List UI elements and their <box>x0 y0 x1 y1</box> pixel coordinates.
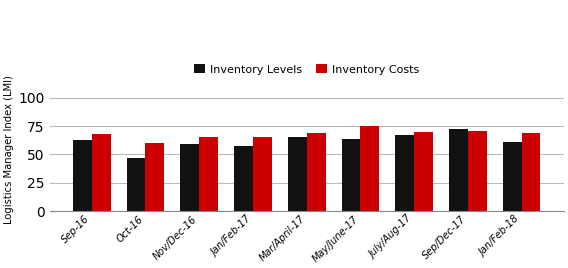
Bar <box>73 140 92 211</box>
Bar <box>234 147 253 211</box>
Legend: Inventory Levels, Inventory Costs: Inventory Levels, Inventory Costs <box>189 60 424 79</box>
Bar <box>395 135 414 211</box>
Y-axis label: Logistics Manager Index (LMI): Logistics Manager Index (LMI) <box>4 75 14 224</box>
Bar <box>503 142 521 211</box>
Bar <box>199 137 218 211</box>
Bar <box>181 144 199 211</box>
Bar <box>145 143 164 211</box>
Bar <box>449 129 468 211</box>
Bar <box>341 139 361 211</box>
Bar <box>307 133 325 211</box>
Bar <box>468 131 487 211</box>
Bar <box>521 133 541 211</box>
Bar <box>288 137 307 211</box>
Bar <box>253 137 272 211</box>
Bar <box>127 158 145 211</box>
Bar <box>92 134 111 211</box>
Bar <box>414 132 433 211</box>
Bar <box>361 126 379 211</box>
